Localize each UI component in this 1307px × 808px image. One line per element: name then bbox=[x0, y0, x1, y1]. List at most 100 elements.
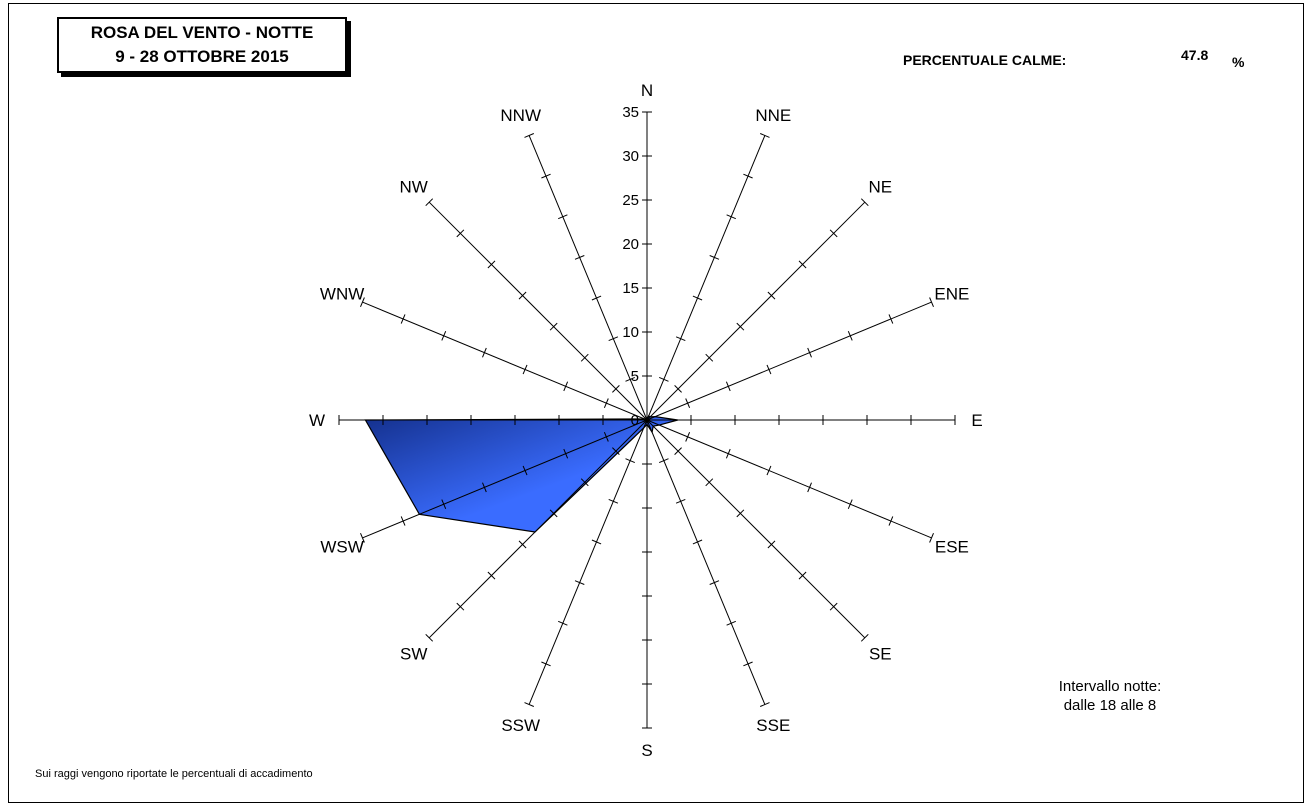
tick-se-10 bbox=[705, 478, 714, 487]
axis-ese bbox=[646, 419, 932, 539]
tick-wnw-35 bbox=[360, 297, 365, 307]
direction-label-nne: NNE bbox=[755, 106, 791, 125]
tick-nnw-10 bbox=[608, 336, 619, 342]
axis-sse bbox=[646, 419, 766, 705]
tick-nnw-15 bbox=[591, 295, 602, 301]
calme-unit: % bbox=[1232, 54, 1245, 70]
tick-sse-15 bbox=[692, 539, 703, 545]
tick-wsw-25 bbox=[441, 499, 447, 509]
tick-nw-35 bbox=[425, 198, 434, 207]
tick-ssw-5 bbox=[625, 458, 635, 464]
direction-label-ene: ENE bbox=[934, 285, 969, 304]
direction-label-ese: ESE bbox=[935, 537, 969, 556]
tick-ssw-35 bbox=[524, 702, 534, 707]
tick-ssw-15 bbox=[591, 539, 602, 545]
footnote: Sui raggi vengono riportate le percentua… bbox=[35, 768, 313, 780]
tick-nne-10 bbox=[675, 336, 686, 342]
direction-label-s: S bbox=[641, 741, 652, 760]
tick-ne-10 bbox=[705, 353, 714, 362]
tick-ne-30 bbox=[829, 229, 838, 238]
tick-label-15: 15 bbox=[622, 280, 639, 297]
tick-se-15 bbox=[736, 509, 745, 518]
tick-nnw-35 bbox=[524, 133, 534, 138]
tick-nw-5 bbox=[612, 385, 620, 393]
tick-sw-10 bbox=[580, 478, 589, 487]
tick-ese-25 bbox=[847, 499, 853, 509]
tick-nne-30 bbox=[743, 173, 753, 179]
axis-ssw bbox=[528, 419, 648, 705]
wind-rose-series-polygon bbox=[364, 414, 678, 533]
chart-title-box: ROSA DEL VENTO - NOTTE 9 - 28 OTTOBRE 20… bbox=[57, 17, 347, 73]
tick-ene-25 bbox=[847, 331, 853, 341]
interval-line1: Intervallo notte: bbox=[1058, 678, 1162, 695]
tick-nne-25 bbox=[726, 214, 736, 220]
tick-ne-15 bbox=[736, 322, 745, 331]
tick-nw-30 bbox=[456, 229, 465, 238]
tick-nne-35 bbox=[760, 133, 770, 138]
tick-wsw-10 bbox=[563, 448, 569, 459]
tick-ese-20 bbox=[807, 482, 812, 493]
tick-wsw-35 bbox=[360, 533, 365, 543]
tick-nw-10 bbox=[580, 353, 589, 362]
tick-label-30: 30 bbox=[622, 148, 639, 165]
tick-se-25 bbox=[798, 571, 807, 580]
tick-nw-15 bbox=[549, 322, 558, 331]
direction-label-w: W bbox=[309, 411, 325, 430]
tick-ne-35 bbox=[860, 198, 869, 207]
tick-ssw-30 bbox=[541, 661, 551, 667]
tick-sse-35 bbox=[760, 702, 770, 707]
tick-sse-25 bbox=[726, 620, 736, 626]
axis-sw bbox=[428, 419, 648, 639]
direction-label-ssw: SSW bbox=[501, 716, 540, 735]
tick-ne-20 bbox=[767, 291, 776, 300]
tick-se-35 bbox=[860, 633, 869, 642]
tick-nw-20 bbox=[518, 291, 527, 300]
direction-label-ne: NE bbox=[868, 178, 892, 197]
tick-label-25: 25 bbox=[622, 192, 639, 209]
direction-label-wsw: WSW bbox=[320, 537, 363, 556]
tick-ese-35 bbox=[929, 533, 934, 543]
calme-label: PERCENTUALE CALME: bbox=[903, 52, 1067, 68]
tick-nnw-30 bbox=[541, 173, 551, 179]
tick-nnw-25 bbox=[558, 214, 568, 220]
tick-ssw-20 bbox=[574, 580, 585, 585]
tick-nw-25 bbox=[487, 260, 496, 269]
tick-sw-15 bbox=[549, 509, 558, 518]
axis-wsw bbox=[362, 419, 648, 539]
tick-label-5: 5 bbox=[631, 368, 639, 385]
tick-ese-15 bbox=[766, 465, 772, 476]
tick-ene-10 bbox=[725, 381, 731, 392]
tick-ene-20 bbox=[807, 347, 812, 358]
tick-se-20 bbox=[767, 540, 776, 549]
tick-wsw-30 bbox=[400, 516, 406, 526]
tick-wnw-5 bbox=[603, 398, 609, 408]
tick-ne-5 bbox=[674, 385, 682, 393]
direction-label-nnw: NNW bbox=[500, 106, 541, 125]
tick-nne-20 bbox=[709, 255, 720, 260]
axis-ene bbox=[646, 301, 932, 421]
tick-ese-30 bbox=[888, 516, 894, 526]
tick-se-5 bbox=[674, 447, 682, 455]
interval-note: Intervallo notte: dalle 18 alle 8 bbox=[1030, 677, 1190, 715]
tick-wnw-15 bbox=[522, 364, 528, 375]
tick-sw-20 bbox=[518, 540, 527, 549]
tick-se-30 bbox=[829, 602, 838, 611]
axis-nne bbox=[646, 135, 766, 421]
tick-nne-15 bbox=[692, 295, 703, 301]
axis-se bbox=[646, 419, 866, 639]
direction-label-sse: SSE bbox=[756, 716, 790, 735]
tick-sse-10 bbox=[675, 498, 686, 504]
direction-label-sw: SW bbox=[400, 644, 427, 663]
axis-nnw bbox=[528, 135, 648, 421]
tick-label-0: 0 bbox=[631, 412, 639, 429]
tick-sw-25 bbox=[487, 571, 496, 580]
chart-title-line2: 9 - 28 OTTOBRE 2015 bbox=[115, 47, 289, 66]
tick-sse-30 bbox=[743, 661, 753, 667]
interval-line2: dalle 18 alle 8 bbox=[1063, 697, 1157, 714]
tick-wnw-20 bbox=[482, 347, 487, 358]
tick-ene-15 bbox=[766, 364, 772, 375]
direction-label-wnw: WNW bbox=[320, 285, 364, 304]
direction-label-se: SE bbox=[869, 644, 892, 663]
tick-wnw-30 bbox=[400, 314, 406, 324]
